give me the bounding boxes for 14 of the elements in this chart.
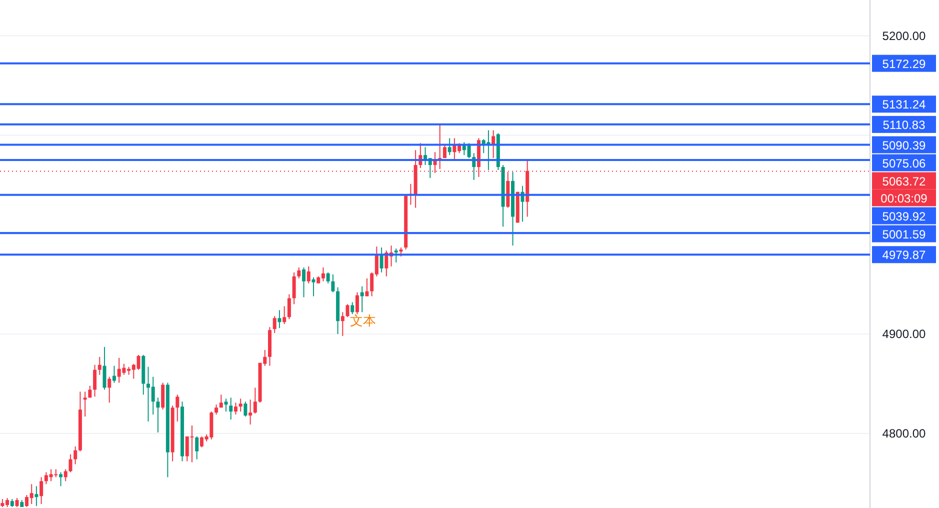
ref-label: 5075.06 (882, 156, 926, 170)
annotation: 00:03:09 (880, 191, 928, 206)
ytick: 4800.00 (882, 426, 926, 440)
ref-label: 4979.87 (882, 248, 926, 262)
ytick: 4900.00 (882, 327, 926, 342)
ref-label: 5063.72 (882, 174, 926, 188)
ref-label: 5110.83 (882, 118, 926, 132)
ref-label: 5131.24 (882, 98, 926, 112)
ref-label: 5039.92 (882, 209, 926, 224)
annotation: 文本 (350, 313, 376, 328)
ref-label: 5172.29 (882, 56, 926, 71)
ref-label: 5001.59 (882, 227, 926, 242)
ytick: 5200.00 (882, 28, 926, 43)
ref-label: 5090.39 (882, 138, 926, 152)
